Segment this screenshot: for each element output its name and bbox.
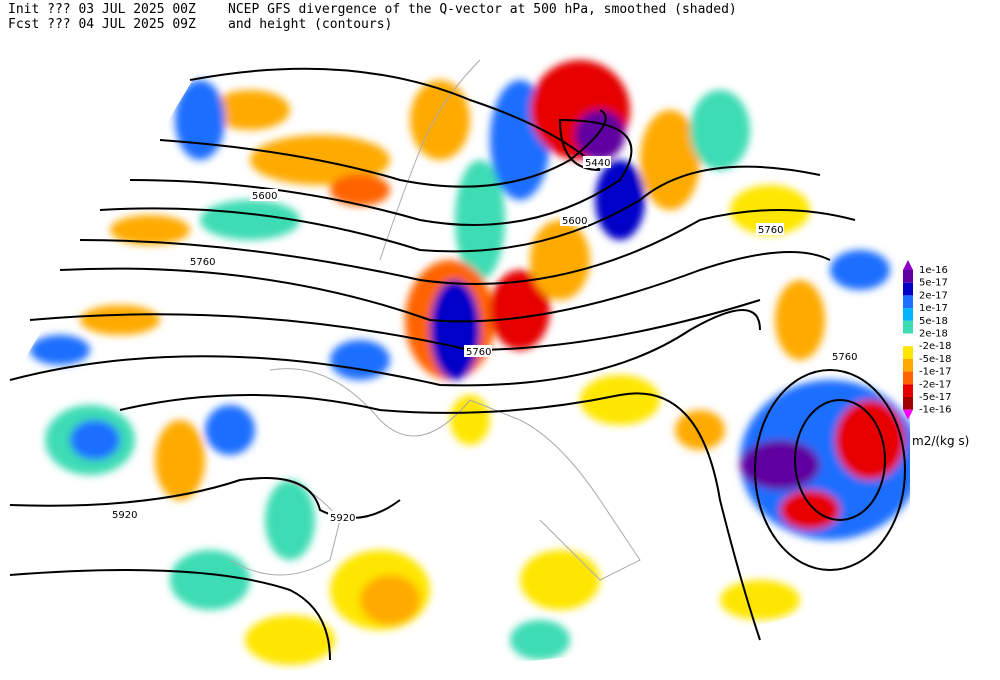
colorbar-arrow xyxy=(903,409,913,420)
init-time: Init ??? 03 JUL 2025 00Z xyxy=(8,2,196,17)
colorbar-swatch xyxy=(903,270,913,283)
height-contours xyxy=(9,67,906,661)
colorbar-label: 2e-18 xyxy=(919,329,948,340)
map-subtitle: and height (contours) xyxy=(228,17,392,32)
label-box xyxy=(110,508,138,520)
contour-label: 5760 xyxy=(758,225,783,236)
shaded-field xyxy=(30,60,910,665)
contour-label: 5760 xyxy=(832,352,857,363)
colorbar-unit: m2/(kg s) xyxy=(912,434,969,448)
contour-label: 5440 xyxy=(585,158,610,169)
label-box xyxy=(560,214,588,226)
colorbar-swatch xyxy=(903,371,913,385)
contour-label: 5600 xyxy=(562,216,587,227)
label-box xyxy=(464,345,492,357)
contour-label: 5920 xyxy=(330,513,355,524)
colorbar-label: 1e-16 xyxy=(919,265,948,276)
contour-label: 5920 xyxy=(112,510,137,521)
label-box xyxy=(328,511,356,523)
label-box xyxy=(188,255,216,267)
colorbar-label: 1e-17 xyxy=(919,303,948,314)
colorbar-label: -2e-18 xyxy=(919,341,951,352)
colorbar-label: -2e-17 xyxy=(919,379,951,390)
colorbar-swatch xyxy=(903,346,913,359)
colorbar-swatch xyxy=(903,358,913,372)
colorbar-swatch xyxy=(903,384,913,397)
colorbar-arrow xyxy=(903,260,913,270)
colorbar-label: 2e-17 xyxy=(919,290,948,301)
contour-label: 5760 xyxy=(190,257,215,268)
colorbar-swatch xyxy=(903,295,913,309)
forecast-time: Fcst ??? 04 JUL 2025 09Z xyxy=(8,17,196,32)
colorbar-label: -1e-16 xyxy=(919,405,951,416)
colorbar-label: 5e-17 xyxy=(919,278,948,289)
contour-label: 5760 xyxy=(466,347,491,358)
colorbar-swatch xyxy=(903,320,913,334)
map-title: NCEP GFS divergence of the Q-vector at 5… xyxy=(228,2,737,17)
colorbar-label: -5e-18 xyxy=(919,354,951,365)
colorbar-label: -5e-17 xyxy=(919,392,951,403)
label-box xyxy=(250,189,278,201)
colorbar-swatch xyxy=(903,397,913,410)
colorbar-swatch xyxy=(903,308,913,321)
colorbar-swatch xyxy=(903,282,913,296)
colorbar-label: -1e-17 xyxy=(919,367,951,378)
label-box xyxy=(830,350,858,362)
colorbar-swatch xyxy=(903,333,913,347)
contour-label: 5600 xyxy=(252,191,277,202)
label-box xyxy=(583,156,611,168)
label-box xyxy=(756,223,784,235)
contour-labels: 5440 5600 5600 5760 5760 5760 5760 5920 … xyxy=(110,156,858,524)
colorbar-label: 5e-18 xyxy=(919,316,948,327)
